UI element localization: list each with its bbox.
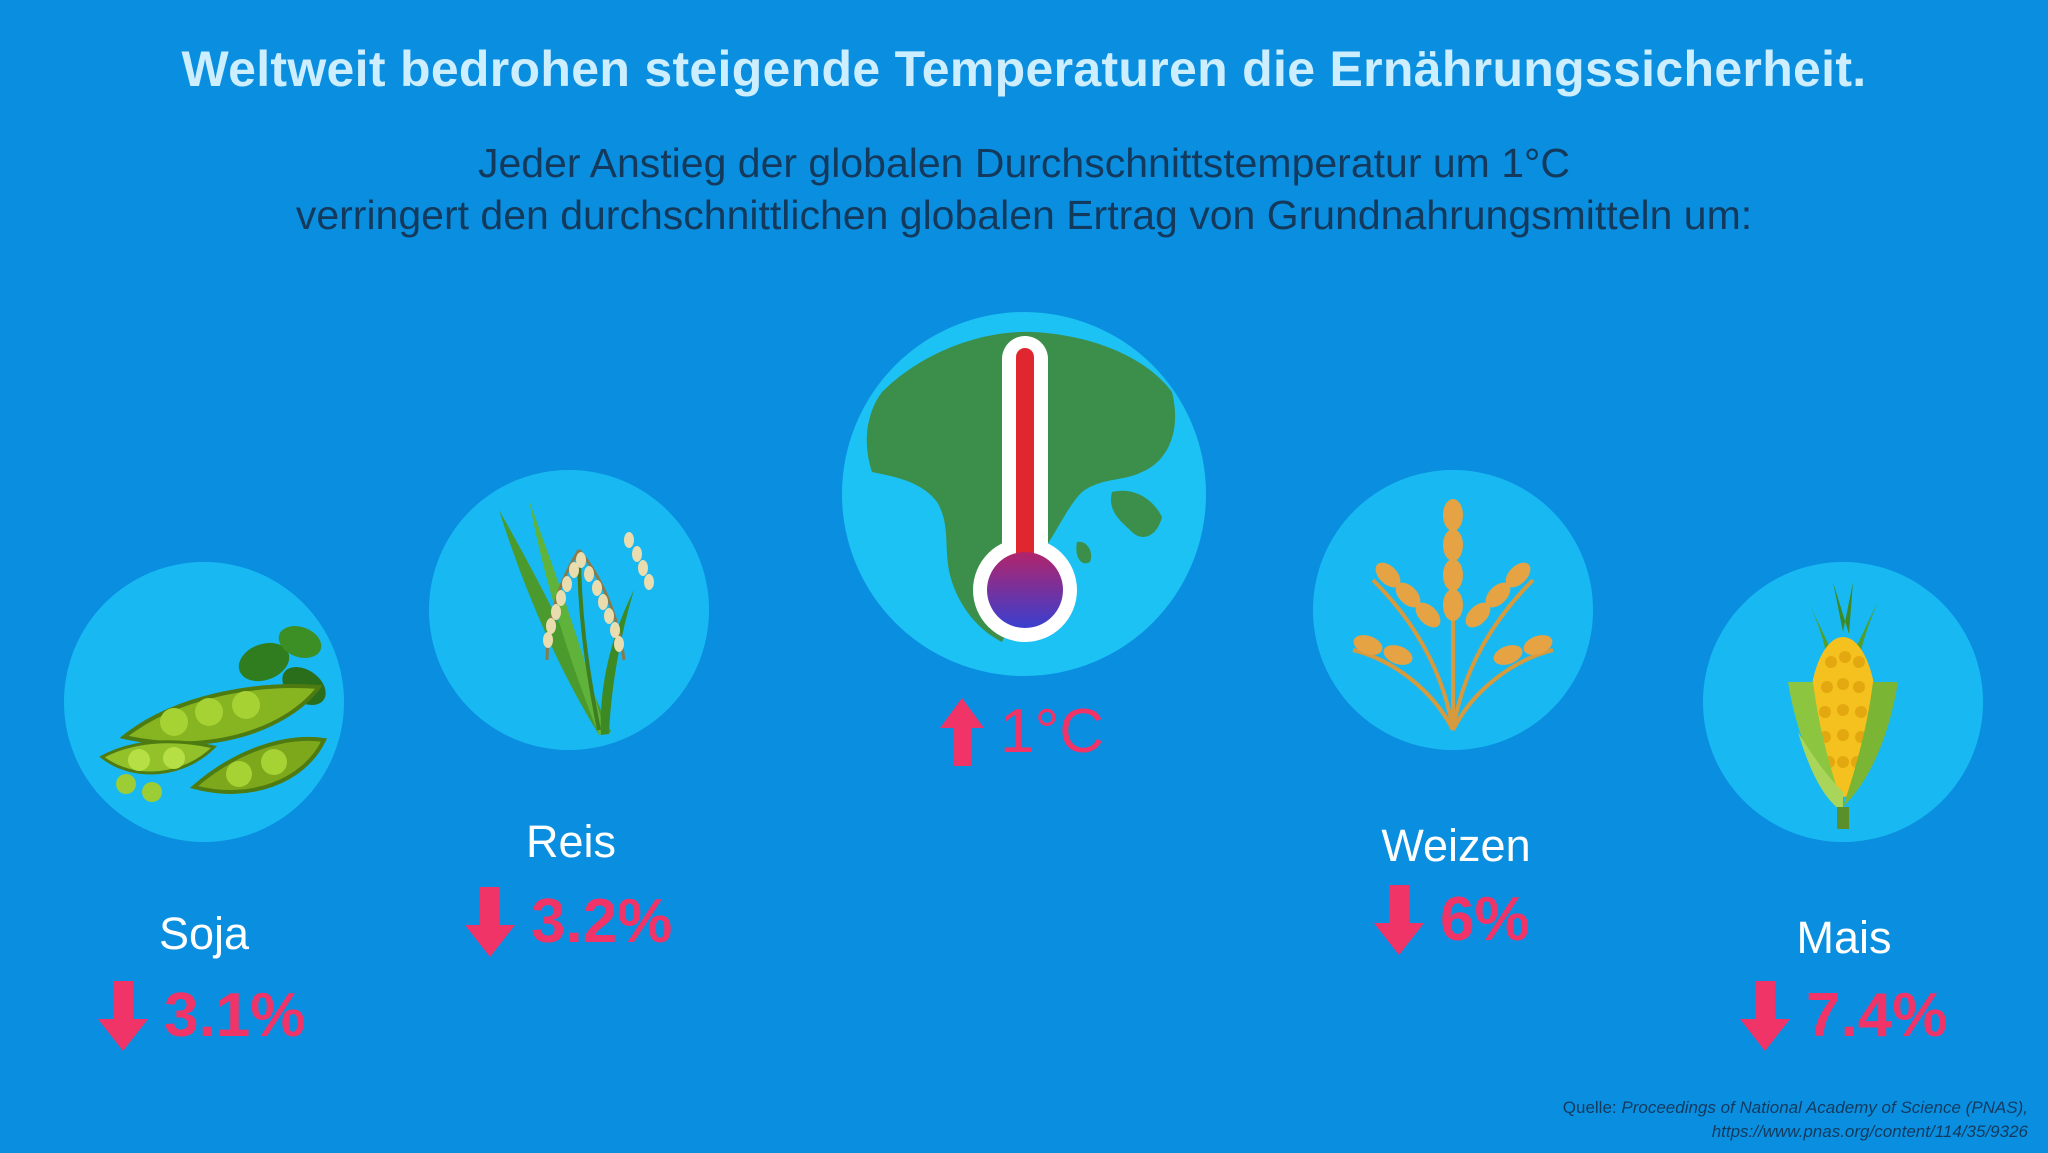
center-stat: 1°C: [940, 696, 1104, 767]
crop-value-weizen: 6%: [1440, 885, 1530, 954]
crop-value-soja: 3.1%: [164, 981, 306, 1050]
arrow-down-icon: [1740, 980, 1790, 1051]
crop-label-soja: Soja: [158, 908, 250, 959]
soybean-circle: [64, 562, 344, 842]
page-title: Weltweit bedrohen steigende Temperaturen…: [181, 41, 1867, 97]
center-value: 1°C: [1000, 697, 1105, 766]
rice-icon: [499, 500, 654, 735]
source-name: Proceedings of National Academy of Scien…: [1621, 1098, 2028, 1117]
crop-stat-weizen: 6%: [1374, 884, 1530, 955]
corn-circle: [1703, 562, 1983, 842]
subtitle-line-2: verringert den durchschnittlichen global…: [295, 192, 1753, 238]
crop-label-mais: Mais: [1796, 912, 1892, 963]
crop-stat-soja: 3.1%: [98, 980, 305, 1051]
arrow-down-icon: [465, 886, 515, 957]
crop-value-mais: 7.4%: [1806, 981, 1948, 1050]
crop-label-reis: Reis: [525, 816, 617, 867]
crop-label-weizen: Weizen: [1381, 820, 1531, 871]
corn-icon: [1788, 582, 1898, 829]
source-note: Quelle: Proceedings of National Academy …: [1563, 1096, 2028, 1144]
crop-stat-reis: 3.2%: [465, 886, 672, 957]
arrow-down-icon: [98, 980, 148, 1051]
subtitle-line-1: Jeder Anstieg der globalen Durchschnitts…: [477, 140, 1571, 186]
globe-circle: [842, 312, 1206, 676]
source-url: https://www.pnas.org/content/114/35/9326: [1711, 1122, 2028, 1141]
arrow-down-icon: [1374, 884, 1424, 955]
source-prefix: Quelle:: [1562, 1098, 1617, 1117]
arrow-up-icon: [940, 697, 984, 766]
rice-circle: [429, 470, 709, 750]
wheat-circle: [1313, 470, 1593, 750]
thermometer-icon: [973, 336, 1077, 642]
crop-value-reis: 3.2%: [531, 887, 673, 956]
crop-stat-mais: 7.4%: [1740, 980, 1947, 1051]
wheat-icon: [1352, 499, 1554, 731]
page-subtitle: Jeder Anstieg der globalen Durchschnitts…: [0, 137, 2048, 241]
soybean-icon: [99, 626, 327, 802]
